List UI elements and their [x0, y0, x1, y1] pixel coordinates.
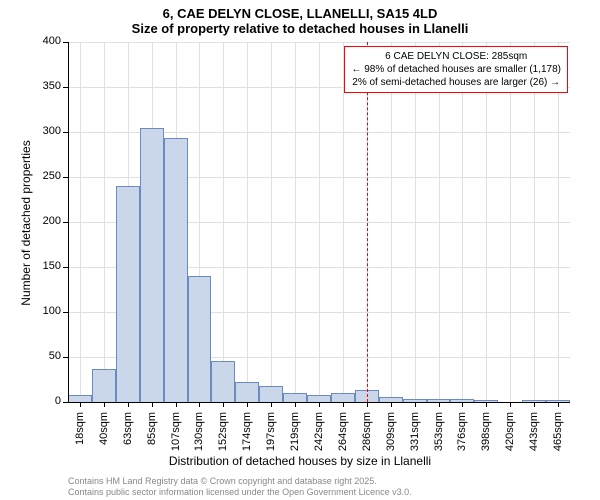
property-size-chart: 6, CAE DELYN CLOSE, LLANELLI, SA15 4LD S… [0, 0, 600, 500]
histogram-bar [283, 393, 307, 402]
grid-line-vertical [391, 42, 392, 402]
x-tick-label: 18sqm [74, 412, 86, 456]
x-tick-label: 85sqm [146, 412, 158, 456]
histogram-bar [140, 128, 164, 403]
histogram-bar [68, 395, 92, 402]
chart-title-line1: 6, CAE DELYN CLOSE, LLANELLI, SA15 4LD [0, 0, 600, 21]
grid-line-vertical [558, 42, 559, 402]
x-tick-label: 152sqm [217, 412, 229, 456]
grid-line-vertical [343, 42, 344, 402]
x-tick-label: 130sqm [193, 412, 205, 456]
x-tick-label: 63sqm [122, 412, 134, 456]
property-marker-line [367, 42, 368, 402]
histogram-bar [92, 369, 116, 402]
attribution-line2: Contains public sector information licen… [68, 487, 412, 497]
y-axis-line [68, 42, 69, 402]
x-axis-label: Distribution of detached houses by size … [0, 454, 600, 468]
grid-line-vertical [271, 42, 272, 402]
x-axis-line [68, 402, 570, 403]
histogram-bar [235, 382, 259, 402]
y-tick-label: 300 [26, 125, 61, 137]
histogram-bar [259, 386, 283, 402]
grid-line-vertical [104, 42, 105, 402]
grid-line-vertical [534, 42, 535, 402]
x-tick-label: 398sqm [480, 412, 492, 456]
annotation-line: ← 98% of detached houses are smaller (1,… [351, 63, 561, 76]
histogram-bar [307, 395, 331, 402]
x-tick-label: 286sqm [361, 412, 373, 456]
grid-line-vertical [319, 42, 320, 402]
property-annotation: 6 CAE DELYN CLOSE: 285sqm← 98% of detach… [344, 46, 568, 93]
x-tick-label: 376sqm [456, 412, 468, 456]
histogram-bar [188, 276, 212, 402]
grid-line-vertical [295, 42, 296, 402]
x-tick-label: 353sqm [433, 412, 445, 456]
grid-line-vertical [415, 42, 416, 402]
x-tick-label: 40sqm [98, 412, 110, 456]
x-tick-label: 242sqm [313, 412, 325, 456]
grid-line-vertical [80, 42, 81, 402]
y-tick-label: 0 [26, 395, 61, 407]
y-tick-label: 400 [26, 35, 61, 47]
x-tick-label: 465sqm [552, 412, 564, 456]
y-tick-label: 150 [26, 260, 61, 272]
y-tick-label: 250 [26, 170, 61, 182]
y-tick-label: 200 [26, 215, 61, 227]
x-tick-label: 264sqm [337, 412, 349, 456]
grid-line-vertical [247, 42, 248, 402]
y-tick-label: 100 [26, 305, 61, 317]
x-tick-label: 197sqm [265, 412, 277, 456]
x-tick-label: 331sqm [409, 412, 421, 456]
y-tick-label: 350 [26, 80, 61, 92]
grid-line-vertical [439, 42, 440, 402]
x-tick-label: 174sqm [241, 412, 253, 456]
grid-line-vertical [223, 42, 224, 402]
x-tick-label: 309sqm [385, 412, 397, 456]
attribution-line1: Contains HM Land Registry data © Crown c… [68, 476, 377, 486]
histogram-bar [211, 361, 235, 402]
x-tick-label: 443sqm [528, 412, 540, 456]
histogram-bar [164, 138, 188, 402]
y-tick-label: 50 [26, 350, 61, 362]
annotation-line: 2% of semi-detached houses are larger (2… [351, 76, 561, 89]
annotation-line: 6 CAE DELYN CLOSE: 285sqm [351, 50, 561, 63]
chart-title-line2: Size of property relative to detached ho… [0, 21, 600, 40]
grid-line-vertical [462, 42, 463, 402]
x-tick-label: 219sqm [289, 412, 301, 456]
grid-line-vertical [510, 42, 511, 402]
histogram-bar [116, 186, 140, 402]
x-tick-label: 107sqm [170, 412, 182, 456]
x-tick-label: 420sqm [504, 412, 516, 456]
grid-line-vertical [486, 42, 487, 402]
histogram-bar [331, 393, 355, 402]
